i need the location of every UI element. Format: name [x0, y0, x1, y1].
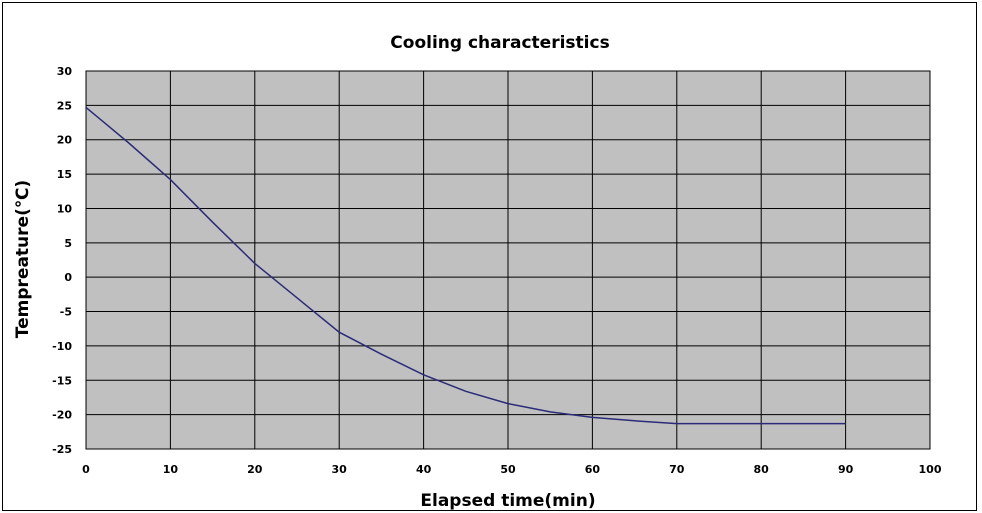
x-axis-label: Elapsed time(min): [420, 491, 595, 511]
y-tick-label: 0: [64, 271, 72, 284]
chart-title: Cooling characteristics: [390, 33, 609, 53]
y-tick-label: 5: [64, 237, 72, 250]
x-tick-label: 100: [919, 463, 942, 476]
y-axis-label: Tempreature(℃): [13, 180, 33, 338]
y-tick-label: 30: [57, 65, 73, 78]
y-tick-label: 20: [57, 134, 73, 147]
x-tick-label: 70: [669, 463, 685, 476]
x-tick-label: 10: [163, 463, 179, 476]
x-tick-label: 20: [247, 463, 263, 476]
grid-lines: [85, 70, 931, 450]
x-tick-label: 60: [585, 463, 601, 476]
x-tick-label: 80: [754, 463, 770, 476]
x-tick-label: 90: [838, 463, 854, 476]
x-tick-label: 30: [332, 463, 348, 476]
x-tick-labels: 0 10 20 30 40 50 60 70 80 90 100: [82, 463, 942, 476]
y-tick-label: -25: [52, 443, 72, 456]
y-tick-label: 15: [57, 168, 72, 181]
x-tick-label: 50: [500, 463, 516, 476]
y-tick-label: -20: [52, 409, 72, 422]
y-tick-labels: 30 25 20 15 10 5 0 -5 -10 -15 -20 -25: [52, 65, 72, 456]
y-tick-label: -15: [52, 374, 72, 387]
series-line: [85, 106, 846, 425]
y-tick-label: -10: [52, 340, 72, 353]
y-tick-label: 10: [57, 202, 73, 215]
x-tick-label: 0: [82, 463, 90, 476]
y-tick-label: -5: [60, 306, 72, 319]
x-tick-label: 40: [416, 463, 432, 476]
y-tick-label: 25: [57, 99, 72, 112]
